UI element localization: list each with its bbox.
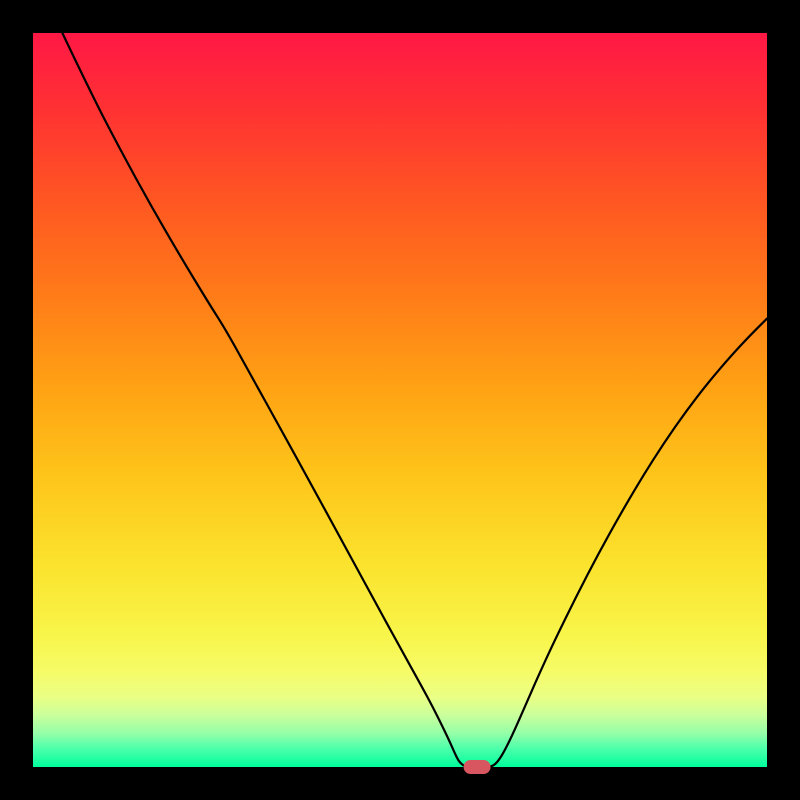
chart-outer: TheBottleneck.com [0, 0, 800, 800]
optimal-marker [464, 760, 491, 774]
plot-area [33, 33, 767, 767]
plot-svg [0, 0, 800, 800]
